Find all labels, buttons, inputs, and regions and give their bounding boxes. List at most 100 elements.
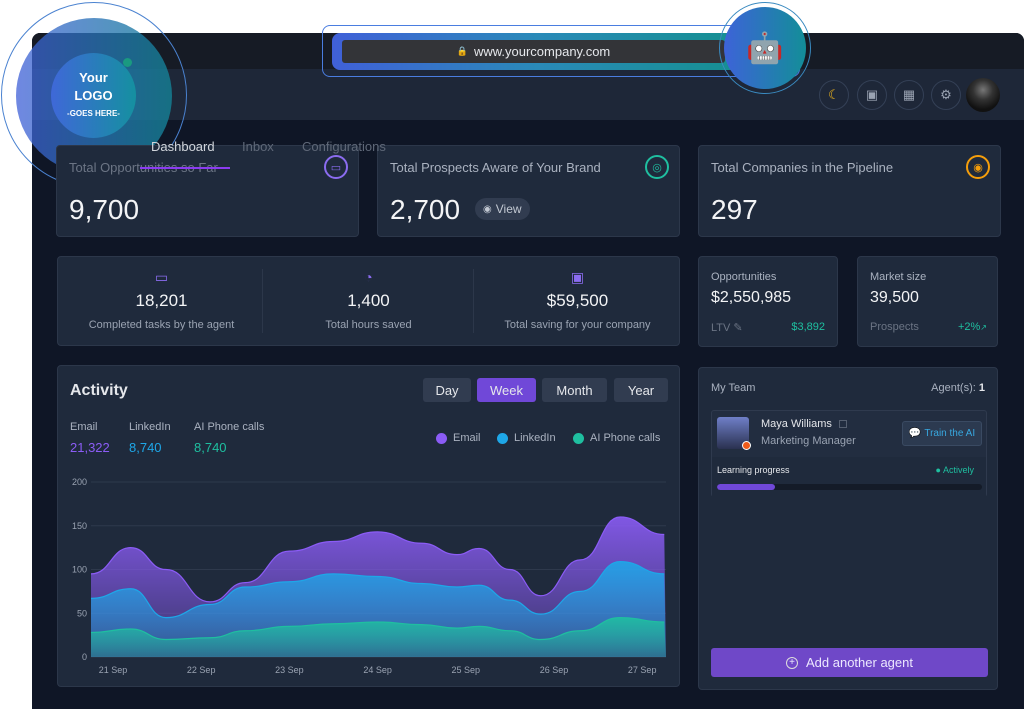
- activity-title: Activity: [70, 382, 128, 399]
- divider: [473, 269, 474, 333]
- x-tick-label: 22 Sep: [187, 665, 216, 675]
- total-1: LinkedIn 8,740: [129, 421, 171, 455]
- y-tick-label: 100: [72, 565, 87, 575]
- add-agent-button[interactable]: + Add another agent: [711, 648, 988, 677]
- kpi-value: 2,700: [390, 194, 461, 225]
- divider: [262, 269, 263, 333]
- opportunities-value: $2,550,985: [711, 289, 792, 306]
- market-value: 39,500: [870, 289, 919, 306]
- tab-configurations[interactable]: Configurations: [302, 139, 386, 154]
- team-card: My Team Agent(s): 1 Maya Williams Market…: [698, 367, 998, 690]
- kpi-title: Total Prospects Aware of Your Brand: [390, 160, 601, 175]
- url-bar[interactable]: 🔒 www.yourcompany.com: [342, 40, 725, 63]
- linkedin-icon[interactable]: [839, 420, 847, 428]
- y-tick-label: 150: [72, 521, 87, 531]
- logo-line1: Your: [79, 70, 108, 85]
- prospects-label: Prospects: [870, 321, 919, 333]
- y-tick-label: 0: [82, 652, 87, 662]
- progress-label: Learning progress: [717, 465, 790, 475]
- presentation-icon[interactable]: ▣: [857, 80, 887, 110]
- period-month[interactable]: Month: [542, 378, 607, 402]
- url-text: www.yourcompany.com: [473, 44, 611, 59]
- view-button[interactable]: ◉ View: [475, 198, 530, 220]
- total-value: 8,740: [129, 440, 162, 455]
- agent-status-dot: [742, 441, 751, 450]
- pencil-icon[interactable]: ✎: [733, 322, 743, 334]
- agent-status: Actively: [942, 465, 974, 475]
- kpi-value: 9,700: [69, 194, 140, 225]
- line-email: [90, 516, 665, 603]
- stat-value: $59,500: [546, 291, 609, 310]
- tab-dashboard[interactable]: Dashboard: [151, 139, 215, 154]
- legend-label: LinkedIn: [514, 432, 556, 444]
- line-linkedin: [90, 561, 665, 619]
- kpi-card-prospects: Total Prospects Aware of Your Brand ◎ 2,…: [377, 145, 680, 237]
- legend-item[interactable]: AI Phone calls: [573, 432, 660, 444]
- tab-underline: [140, 167, 230, 169]
- legend-label: Email: [453, 432, 481, 444]
- user-icon: ◉: [966, 155, 990, 179]
- total-value: 8,740: [194, 440, 227, 455]
- period-week[interactable]: Week: [477, 378, 536, 402]
- add-agent-label: Add another agent: [806, 655, 913, 670]
- total-label: LinkedIn: [129, 421, 171, 433]
- total-0: Email 21,322: [70, 421, 110, 455]
- robot-icon: 🤖: [724, 7, 806, 89]
- y-tick-label: 200: [72, 477, 87, 487]
- total-2: AI Phone calls 8,740: [194, 421, 264, 455]
- tab-inbox[interactable]: Inbox: [242, 139, 274, 154]
- market-title: Market size: [870, 271, 927, 283]
- legend-swatch-icon: [497, 432, 508, 444]
- line-ai-phone-calls: [90, 617, 665, 641]
- moon-icon[interactable]: ☾: [819, 80, 849, 110]
- robot-ring: [719, 2, 811, 94]
- period-year[interactable]: Year: [614, 378, 668, 402]
- legend-swatch-icon: [436, 432, 447, 444]
- stat-total-saving: ▣ $59,500 Total saving for your company: [474, 257, 681, 347]
- stats-card: ▭ 18,201 Completed tasks by the agent ◔ …: [57, 256, 680, 346]
- cash-icon: ▣: [570, 269, 585, 285]
- kpi-title: Total Companies in the Pipeline: [711, 160, 894, 175]
- stat-hours-saved: ◔ 1,400 Total hours saved: [265, 257, 472, 347]
- agent-card[interactable]: Maya Williams Marketing Manager 💬 Train t…: [711, 410, 987, 497]
- legend-item[interactable]: LinkedIn: [497, 432, 556, 444]
- logo-line2: LOGO: [74, 88, 113, 103]
- train-ai-button[interactable]: 💬 Train the AI: [902, 421, 982, 446]
- train-ai-label: Train the AI: [924, 428, 976, 439]
- logo: Your LOGO -GOES HERE-: [51, 53, 136, 138]
- stat-completed-tasks: ▭ 18,201 Completed tasks by the agent: [58, 257, 265, 347]
- kpi-card-opportunities: Total Opportunities so Far ▭ 9,700: [56, 145, 359, 237]
- opportunities-title: Opportunities: [711, 271, 777, 283]
- agent-role: Marketing Manager: [761, 435, 856, 447]
- x-tick-label: 23 Sep: [275, 665, 304, 675]
- market-card: Market size 39,500 Prospects +2%↗: [857, 256, 998, 347]
- status-dot-icon: ●: [935, 465, 943, 475]
- trend-icon: ↗: [980, 323, 987, 332]
- lock-icon: 🔒: [456, 46, 468, 56]
- total-label: Email: [70, 421, 98, 433]
- area-ai-phone-calls: [91, 617, 666, 657]
- plus-circle-icon: +: [786, 656, 798, 669]
- avatar[interactable]: [966, 78, 1000, 112]
- logo-dot: [123, 58, 132, 67]
- laptop-icon: ▭: [154, 269, 169, 285]
- ltv-value: $3,892: [791, 321, 825, 333]
- gear-icon[interactable]: ⚙: [931, 80, 961, 110]
- period-day[interactable]: Day: [423, 378, 471, 402]
- kpi-card-companies: Total Companies in the Pipeline ◉ 297: [698, 145, 1001, 237]
- eye-icon: ◉: [483, 203, 492, 215]
- x-tick-label: 25 Sep: [452, 665, 481, 675]
- chat-icon: 💬: [908, 428, 922, 439]
- legend-item[interactable]: Email: [436, 432, 481, 444]
- globe-icon: ◎: [645, 155, 669, 179]
- stat-label: Total hours saved: [325, 319, 412, 331]
- clock-icon: ◔: [364, 269, 373, 285]
- legend-swatch-icon: [573, 432, 584, 444]
- calendar-icon[interactable]: ▦: [894, 80, 924, 110]
- x-tick-label: 24 Sep: [363, 665, 392, 675]
- prospects-change: +2%: [957, 321, 981, 333]
- total-label: AI Phone calls: [194, 421, 265, 433]
- logo-line3: -GOES HERE-: [67, 109, 120, 118]
- x-tick-label: 21 Sep: [99, 665, 128, 675]
